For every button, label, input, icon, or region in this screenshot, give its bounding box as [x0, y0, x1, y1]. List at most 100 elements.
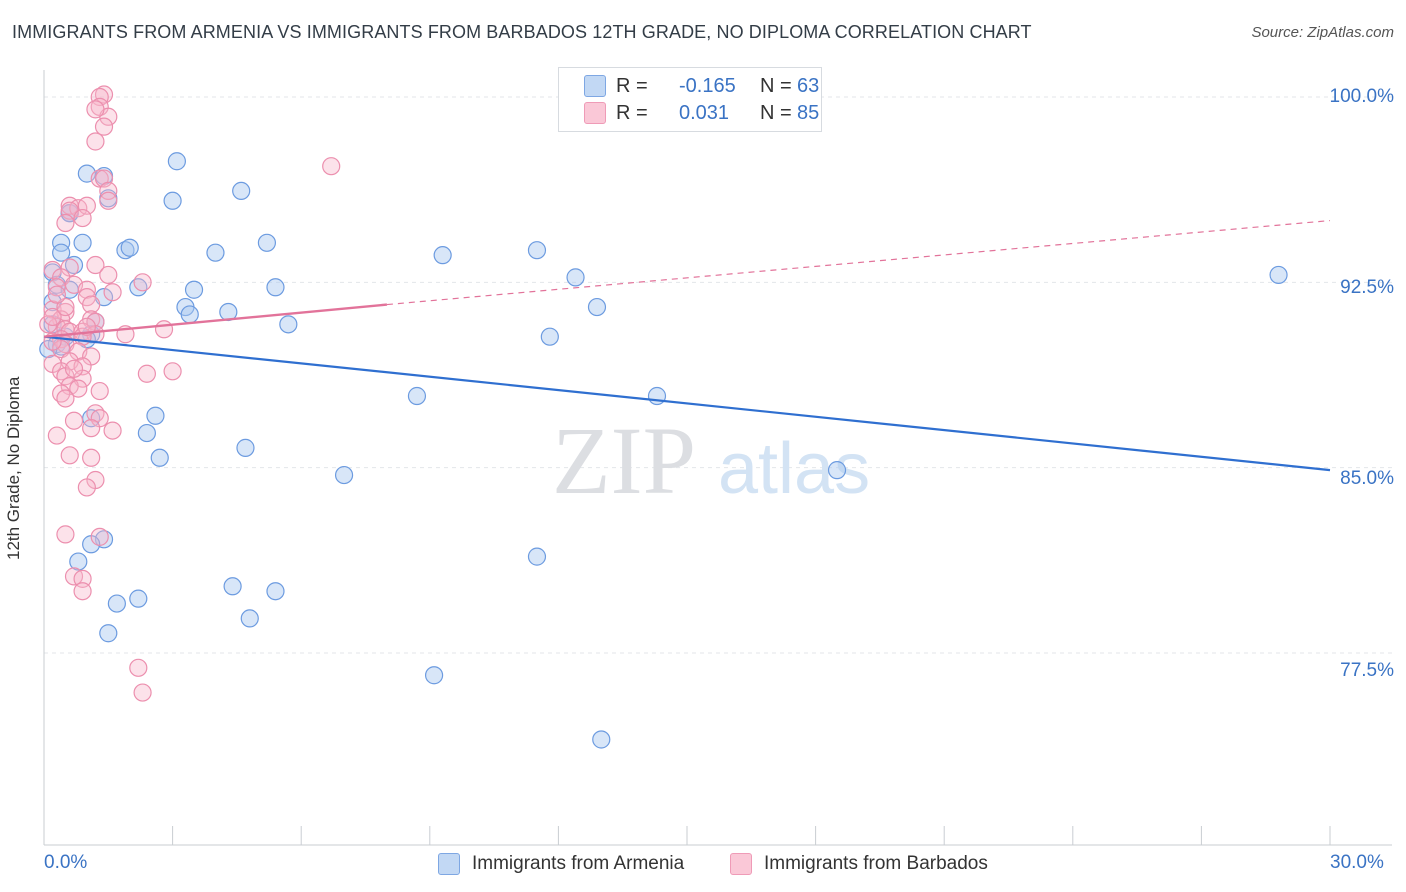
barbados-point: [64, 359, 84, 378]
barbados-point: [137, 364, 156, 383]
armenia-point: [129, 589, 148, 608]
correlation-legend: R = -0.165 N = 63 R = 0.031 N = 85: [558, 67, 822, 132]
armenia-point: [236, 438, 255, 457]
barbados-point: [322, 157, 341, 176]
barbados-point: [133, 273, 152, 292]
barbados-point: [86, 255, 105, 275]
armenia-point: [266, 278, 285, 297]
legend-r-value: 0.031: [679, 101, 730, 124]
armenia-point: [424, 666, 444, 685]
axes: [43, 70, 1392, 846]
armenia-point: [163, 191, 182, 210]
barbados-point: [86, 100, 105, 119]
armenia-point: [69, 552, 88, 571]
legend-swatch-barbados: [584, 102, 606, 124]
armenia-point: [257, 233, 277, 252]
armenia-point: [232, 181, 251, 201]
legend-r-value: -0.165: [679, 74, 736, 97]
armenia-point: [150, 448, 169, 467]
armenia-point: [73, 233, 92, 252]
bottom-legend-label-armenia: Immigrants from Armenia: [472, 853, 685, 874]
chart-title: IMMIGRANTS FROM ARMENIA VS IMMIGRANTS FR…: [12, 22, 1032, 42]
legend-swatch-armenia: [584, 75, 606, 97]
armenia-point: [240, 609, 259, 628]
legend-n-value: 63: [797, 74, 820, 97]
barbados-point: [99, 191, 118, 210]
bottom-legend-swatch-armenia: [438, 853, 460, 875]
armenia-point: [52, 233, 71, 252]
armenia-trend-line: [43, 335, 1331, 472]
barbados-point: [64, 411, 84, 430]
barbados-point: [129, 658, 148, 677]
barbados-point: [82, 419, 101, 438]
legend-r-label: R =: [616, 101, 648, 124]
armenia-point: [566, 268, 585, 287]
series-barbados-points: [39, 85, 341, 702]
y-tick-label: 85.0%: [1340, 468, 1394, 489]
barbados-point: [99, 181, 118, 201]
barbados-point: [56, 525, 75, 544]
grid-lines: [44, 96, 1392, 654]
barbados-point: [73, 569, 92, 588]
y-tick-label: 92.5%: [1340, 277, 1394, 298]
barbados-point: [133, 683, 152, 702]
barbados-point: [77, 478, 96, 497]
barbados-point: [82, 295, 101, 314]
barbados-point: [90, 169, 109, 188]
barbados-point: [90, 527, 109, 546]
x-min-label: 0.0%: [44, 852, 88, 873]
armenia-point: [433, 246, 452, 265]
bottom-legend-armenia: Immigrants from Armenia: [438, 852, 684, 876]
barbados-point: [103, 283, 122, 302]
barbados-point: [82, 448, 101, 467]
barbados-trend-line: [43, 303, 388, 338]
barbados-trend-extension: [386, 219, 1331, 306]
armenia-point: [120, 238, 139, 257]
barbados-point: [43, 307, 62, 327]
armenia-point: [587, 297, 607, 317]
armenia-point: [334, 465, 354, 485]
y-axis-label: 12th Grade, No Diploma: [4, 376, 23, 560]
bottom-legend-barbados: Immigrants from Barbados: [730, 852, 988, 876]
barbados-point: [47, 285, 66, 304]
armenia-point: [527, 241, 547, 260]
barbados-point: [56, 297, 75, 317]
bottom-legend-label-barbados: Immigrants from Barbados: [764, 853, 988, 874]
barbados-point: [56, 213, 75, 233]
barbados-point: [86, 132, 105, 151]
legend-n-label: N =: [760, 101, 792, 124]
y-tick-label: 77.5%: [1340, 660, 1394, 681]
barbados-point: [90, 381, 109, 401]
armenia-point: [180, 305, 199, 324]
barbados-point: [56, 389, 75, 408]
barbados-point: [73, 582, 92, 601]
armenia-point: [206, 243, 225, 262]
barbados-point: [73, 208, 92, 228]
barbados-point: [154, 320, 174, 339]
barbados-point: [47, 426, 66, 445]
barbados-point: [77, 317, 96, 336]
armenia-point: [167, 152, 186, 171]
barbados-point: [103, 421, 122, 440]
legend-n-label: N =: [760, 74, 792, 97]
armenia-point: [407, 386, 427, 406]
armenia-point: [540, 327, 559, 346]
armenia-point: [1269, 265, 1288, 285]
bottom-legend-swatch-barbados: [730, 853, 752, 875]
barbados-point: [77, 280, 96, 299]
armenia-point: [592, 730, 611, 749]
armenia-point: [827, 461, 847, 480]
armenia-point: [146, 406, 165, 425]
barbados-point: [94, 117, 114, 136]
watermark-atlas: atlas: [718, 429, 870, 509]
legend-r-label: R =: [616, 74, 648, 97]
armenia-point: [99, 624, 118, 643]
barbados-point: [86, 312, 105, 331]
watermark: ZIP atlas: [552, 407, 870, 514]
armenia-point: [527, 547, 547, 566]
armenia-point: [107, 594, 126, 613]
armenia-point: [223, 577, 242, 596]
legend-n-value: 85: [797, 101, 820, 124]
armenia-point: [184, 280, 204, 299]
armenia-point: [52, 243, 71, 262]
